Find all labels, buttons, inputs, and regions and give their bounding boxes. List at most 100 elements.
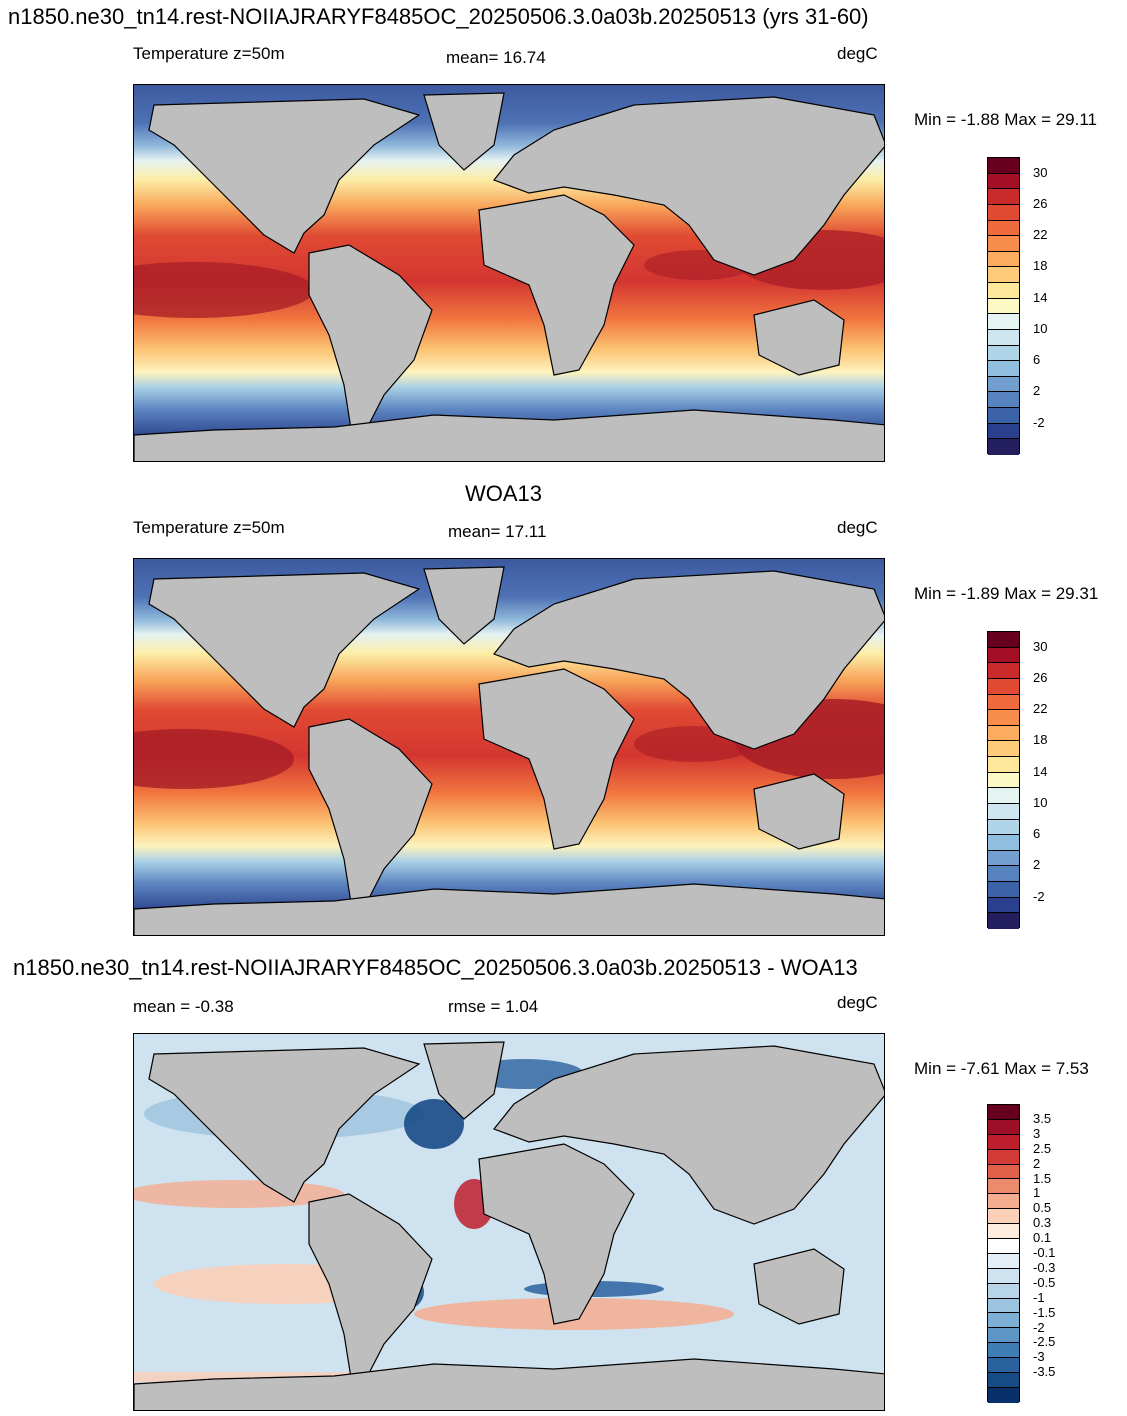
panel3-colorbar-swatch xyxy=(988,1239,1019,1254)
panel3-title: n1850.ne30_tn14.rest-NOIIAJRARYF8485OC_2… xyxy=(13,955,858,980)
panel3-colorbar-tick-label: 2.5 xyxy=(1033,1140,1052,1156)
panel3-map-svg xyxy=(134,1034,884,1410)
panel1-colorbar-swatch xyxy=(988,251,1019,268)
panel2-colorbar-swatch xyxy=(988,819,1019,836)
panel2-colorbar-swatch xyxy=(988,647,1019,664)
panel3-rmse-label: rmse = 1.04 xyxy=(448,997,539,1016)
panel3-colorbar-swatch xyxy=(988,1387,1019,1403)
panel3-colorbar-swatch xyxy=(988,1253,1019,1269)
panel3-mean-label: mean = -0.38 xyxy=(133,997,234,1016)
panel3-colorbar-tick-label: -2 xyxy=(1033,1319,1045,1335)
panel1-warm-pool-east-pacific xyxy=(134,262,314,318)
panel3-colorbar-tick-label: -1 xyxy=(1033,1289,1045,1305)
panel3-colorbar-swatch xyxy=(988,1194,1019,1210)
panel1-colorbar-tick-label: -2 xyxy=(1033,414,1045,430)
panel1-colorbar-swatch xyxy=(988,423,1019,440)
panel3-colorbar-swatch xyxy=(988,1164,1019,1180)
panel2-colorbar-swatch xyxy=(988,882,1019,898)
panel3-colorbar-tick-label: -2.5 xyxy=(1033,1334,1056,1350)
panel1-map xyxy=(133,84,885,462)
panel2-colorbar-swatch xyxy=(988,897,1019,914)
panel1-mean-label: mean= 16.74 xyxy=(446,48,546,67)
panel1-colorbar-swatch xyxy=(988,283,1019,299)
panel3-colorbar-tick-label: 3 xyxy=(1033,1125,1041,1141)
panel2-colorbar-tick-label: 22 xyxy=(1033,701,1048,717)
panel1-colorbar-swatch xyxy=(988,267,1019,283)
panel3-colorbar-swatch xyxy=(988,1298,1019,1314)
panel3-colorbar-swatch xyxy=(988,1283,1019,1299)
panel2-map xyxy=(133,558,885,936)
panel2-colorbar-tick-label: 2 xyxy=(1033,857,1041,873)
panel3-colorbar-swatch xyxy=(988,1268,1019,1284)
panel1-colorbar-swatch xyxy=(988,329,1019,346)
panel3-colorbar-tick-label: 1.5 xyxy=(1033,1170,1052,1186)
panel3-colorbar-tick-label: 0.5 xyxy=(1033,1200,1052,1216)
panel3-colorbar-tick-label: 2 xyxy=(1033,1155,1041,1171)
panel1-colorbar-swatch xyxy=(988,298,1019,315)
panel2-colorbar-tick-label: 10 xyxy=(1033,794,1048,810)
panel3-colorbar-tick-label: -3.5 xyxy=(1033,1364,1056,1380)
panel2-colorbar-swatch xyxy=(988,913,1019,929)
panel3-colorbar-swatch xyxy=(988,1328,1019,1344)
panel1-colorbar-tick-label: 2 xyxy=(1033,383,1041,399)
panel3-anomaly-north-atlantic-cold xyxy=(404,1099,464,1149)
panel3-colorbar-swatch xyxy=(988,1119,1019,1135)
panel2-warm-pool-east-pacific xyxy=(134,729,294,789)
panel3-units: degC xyxy=(837,993,878,1012)
panel3-colorbar-swatch xyxy=(988,1149,1019,1165)
panel2-map-svg xyxy=(134,559,884,935)
panel2-units: degC xyxy=(837,518,878,537)
panel1-colorbar-swatch xyxy=(988,361,1019,377)
panel2-colorbar-swatch xyxy=(988,725,1019,742)
panel3-colorbar-tick-label: -0.1 xyxy=(1033,1245,1056,1260)
panel1-title: n1850.ne30_tn14.rest-NOIIAJRARYF8485OC_2… xyxy=(8,4,869,29)
panel1-colorbar-tick-label: 30 xyxy=(1033,164,1048,180)
panel2-colorbar-tick-label: 14 xyxy=(1033,763,1048,779)
panel3-colorbar-swatch xyxy=(988,1373,1019,1388)
panel1-colorbar-swatch xyxy=(988,314,1019,330)
panel3-colorbar-swatch xyxy=(988,1343,1019,1359)
panel1-colorbar-tick-label: 18 xyxy=(1033,258,1048,274)
panel3-colorbar-tick-label: -1.5 xyxy=(1033,1304,1056,1320)
panel2-colorbar-swatch xyxy=(988,772,1019,789)
panel3-colorbar-swatch xyxy=(988,1358,1019,1374)
panel3-colorbar-tick-label: -0.5 xyxy=(1033,1274,1056,1290)
panel2-colorbar-swatch xyxy=(988,632,1019,648)
panel1-colorbar-swatch xyxy=(988,173,1019,190)
panel2-colorbar-swatch xyxy=(988,710,1019,726)
panel1-colorbar-swatch xyxy=(988,189,1019,205)
panel3-colorbar-swatch xyxy=(988,1105,1019,1120)
panel3-colorbar-swatch xyxy=(988,1313,1019,1329)
panel2-variable-label: Temperature z=50m xyxy=(133,518,285,537)
panel3-map xyxy=(133,1033,885,1411)
panel1-colorbar-tick-label: 14 xyxy=(1033,289,1048,305)
panel2-colorbar-swatch xyxy=(988,741,1019,757)
panel2-title: WOA13 xyxy=(465,481,543,506)
panel2-colorbar-tick-label: -2 xyxy=(1033,888,1045,904)
panel2-colorbar-tick-label: 30 xyxy=(1033,638,1048,654)
panel3-colorbar-tick-label: -0.3 xyxy=(1033,1259,1056,1275)
panel1-variable-label: Temperature z=50m xyxy=(133,44,285,63)
panel1-colorbar-swatch xyxy=(988,204,1019,221)
panel2-colorbar-swatch xyxy=(988,663,1019,679)
panel2-minmax: Min = -1.89 Max = 29.31 xyxy=(914,584,1099,603)
panel1-colorbar-tick-label: 26 xyxy=(1033,195,1048,211)
panel3-minmax: Min = -7.61 Max = 7.53 xyxy=(914,1059,1089,1078)
panel3-colorbar-swatch xyxy=(988,1209,1019,1225)
panel2-colorbar-swatch xyxy=(988,866,1019,882)
panel1-minmax: Min = -1.88 Max = 29.11 xyxy=(914,110,1098,129)
panel1-colorbar-swatch xyxy=(988,158,1019,174)
panel2-colorbar-swatch xyxy=(988,788,1019,804)
panel2-colorbar-swatch xyxy=(988,694,1019,711)
panel1-colorbar-tick-label: 10 xyxy=(1033,320,1048,336)
panel2-colorbar-swatch xyxy=(988,678,1019,695)
panel2-colorbar-tick-label: 6 xyxy=(1033,826,1041,842)
panel1-colorbar-swatch xyxy=(988,392,1019,408)
panel2-colorbar-tick-label: 18 xyxy=(1033,732,1048,748)
panel1-colorbar-swatch xyxy=(988,236,1019,252)
panel3-colorbar xyxy=(987,1104,1020,1403)
panel3-colorbar-swatch xyxy=(988,1179,1019,1195)
panel3-colorbar-swatch xyxy=(988,1224,1019,1240)
panel3-colorbar-tick-label: 3.5 xyxy=(1033,1110,1052,1126)
panel1-colorbar-swatch xyxy=(988,376,1019,393)
